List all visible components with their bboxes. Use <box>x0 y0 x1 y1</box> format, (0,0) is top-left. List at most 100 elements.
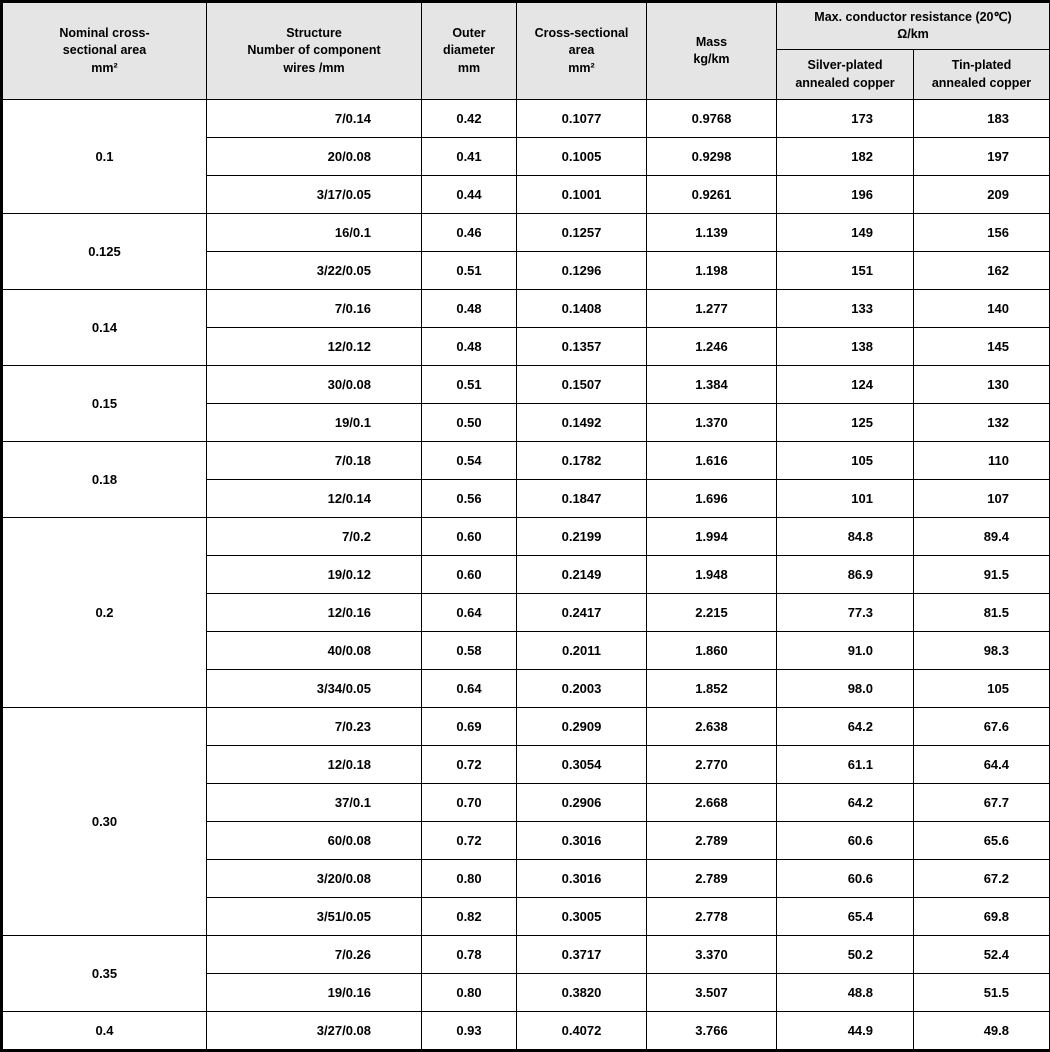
cell-cross-section: 0.1408 <box>517 290 647 328</box>
cell-cross-section: 0.1001 <box>517 176 647 214</box>
cell-tin: 65.6 <box>914 822 1050 860</box>
cell-structure: 12/0.14 <box>207 480 422 518</box>
table-row: 0.12516/0.10.460.12571.139149156 <box>2 214 1050 252</box>
cell-silver: 84.8 <box>777 518 914 556</box>
table-row: 0.43/27/0.080.930.40723.76644.949.8 <box>2 1012 1050 1051</box>
cell-cross-section: 0.2149 <box>517 556 647 594</box>
cell-tin: 69.8 <box>914 898 1050 936</box>
cell-silver: 48.8 <box>777 974 914 1012</box>
cell-mass: 1.277 <box>647 290 777 328</box>
cell-mass: 3.507 <box>647 974 777 1012</box>
cell-outer-diameter: 0.70 <box>422 784 517 822</box>
cell-outer-diameter: 0.51 <box>422 366 517 404</box>
table-row: 0.357/0.260.780.37173.37050.252.4 <box>2 936 1050 974</box>
cell-mass: 0.9768 <box>647 100 777 138</box>
cell-cross-section: 0.3016 <box>517 860 647 898</box>
cell-mass: 2.638 <box>647 708 777 746</box>
cell-mass: 2.789 <box>647 860 777 898</box>
cell-outer-diameter: 0.80 <box>422 860 517 898</box>
cell-nominal: 0.1 <box>2 100 207 214</box>
cell-tin: 156 <box>914 214 1050 252</box>
cell-structure: 3/34/0.05 <box>207 670 422 708</box>
cell-outer-diameter: 0.51 <box>422 252 517 290</box>
cell-cross-section: 0.2011 <box>517 632 647 670</box>
cell-silver: 182 <box>777 138 914 176</box>
cell-tin: 107 <box>914 480 1050 518</box>
cell-outer-diameter: 0.64 <box>422 670 517 708</box>
cell-mass: 2.778 <box>647 898 777 936</box>
cell-cross-section: 0.2199 <box>517 518 647 556</box>
cell-mass: 1.616 <box>647 442 777 480</box>
cell-tin: 130 <box>914 366 1050 404</box>
cell-silver: 98.0 <box>777 670 914 708</box>
cell-mass: 1.246 <box>647 328 777 366</box>
cell-structure: 12/0.18 <box>207 746 422 784</box>
table-row: 0.27/0.20.600.21991.99484.889.4 <box>2 518 1050 556</box>
col-header-tin: Tin-platedannealed copper <box>914 50 1050 100</box>
cell-silver: 44.9 <box>777 1012 914 1051</box>
cell-outer-diameter: 0.44 <box>422 176 517 214</box>
cell-silver: 60.6 <box>777 822 914 860</box>
cell-mass: 3.370 <box>647 936 777 974</box>
cell-cross-section: 0.2003 <box>517 670 647 708</box>
cell-tin: 89.4 <box>914 518 1050 556</box>
cell-tin: 67.7 <box>914 784 1050 822</box>
cell-tin: 145 <box>914 328 1050 366</box>
cell-cross-section: 0.2417 <box>517 594 647 632</box>
cell-structure: 19/0.1 <box>207 404 422 442</box>
cell-tin: 51.5 <box>914 974 1050 1012</box>
col-header-nominal: Nominal cross-sectional areamm² <box>2 2 207 100</box>
cell-structure: 7/0.26 <box>207 936 422 974</box>
cell-silver: 60.6 <box>777 860 914 898</box>
cell-cross-section: 0.2909 <box>517 708 647 746</box>
cell-structure: 30/0.08 <box>207 366 422 404</box>
cell-tin: 162 <box>914 252 1050 290</box>
cell-cross-section: 0.3005 <box>517 898 647 936</box>
cell-nominal: 0.18 <box>2 442 207 518</box>
cell-silver: 91.0 <box>777 632 914 670</box>
cell-outer-diameter: 0.60 <box>422 518 517 556</box>
cell-cross-section: 0.3016 <box>517 822 647 860</box>
cell-tin: 67.2 <box>914 860 1050 898</box>
cell-outer-diameter: 0.48 <box>422 328 517 366</box>
cell-structure: 3/51/0.05 <box>207 898 422 936</box>
table-row: 0.187/0.180.540.17821.616105110 <box>2 442 1050 480</box>
cell-outer-diameter: 0.80 <box>422 974 517 1012</box>
cell-cross-section: 0.1077 <box>517 100 647 138</box>
cell-silver: 105 <box>777 442 914 480</box>
cell-mass: 1.860 <box>647 632 777 670</box>
table-row: 0.307/0.230.690.29092.63864.267.6 <box>2 708 1050 746</box>
cell-silver: 124 <box>777 366 914 404</box>
cell-silver: 151 <box>777 252 914 290</box>
cell-cross-section: 0.1296 <box>517 252 647 290</box>
cell-structure: 3/17/0.05 <box>207 176 422 214</box>
cell-structure: 19/0.12 <box>207 556 422 594</box>
cell-tin: 110 <box>914 442 1050 480</box>
cell-silver: 77.3 <box>777 594 914 632</box>
cell-silver: 125 <box>777 404 914 442</box>
cell-outer-diameter: 0.82 <box>422 898 517 936</box>
cell-cross-section: 0.3054 <box>517 746 647 784</box>
cell-silver: 101 <box>777 480 914 518</box>
col-header-resistance: Max. conductor resistance (20℃)Ω/km <box>777 2 1050 50</box>
cell-mass: 2.789 <box>647 822 777 860</box>
cell-cross-section: 0.1507 <box>517 366 647 404</box>
cell-structure: 12/0.12 <box>207 328 422 366</box>
cell-cross-section: 0.2906 <box>517 784 647 822</box>
cell-structure: 7/0.2 <box>207 518 422 556</box>
cell-cross-section: 0.3820 <box>517 974 647 1012</box>
cell-cross-section: 0.1005 <box>517 138 647 176</box>
col-header-outer-diameter: Outerdiametermm <box>422 2 517 100</box>
cell-structure: 3/22/0.05 <box>207 252 422 290</box>
col-header-cross-section: Cross-sectionalareamm² <box>517 2 647 100</box>
cell-tin: 183 <box>914 100 1050 138</box>
cell-structure: 7/0.16 <box>207 290 422 328</box>
cell-structure: 16/0.1 <box>207 214 422 252</box>
cell-outer-diameter: 0.46 <box>422 214 517 252</box>
cell-mass: 3.766 <box>647 1012 777 1051</box>
cell-silver: 173 <box>777 100 914 138</box>
cell-structure: 20/0.08 <box>207 138 422 176</box>
cell-structure: 3/27/0.08 <box>207 1012 422 1051</box>
cell-structure: 60/0.08 <box>207 822 422 860</box>
cell-mass: 2.215 <box>647 594 777 632</box>
